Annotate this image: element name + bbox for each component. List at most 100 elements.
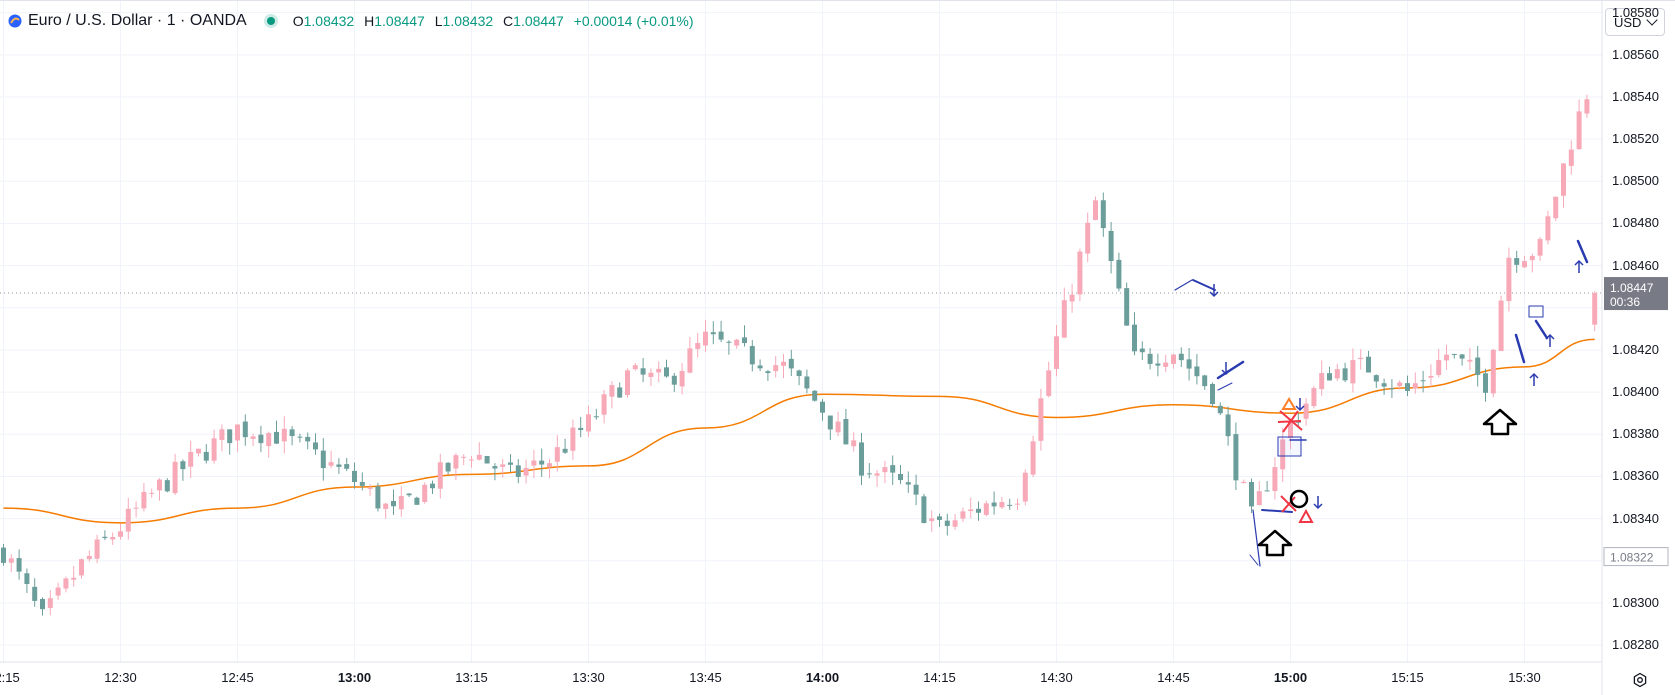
open-value: 1.08432 (303, 13, 355, 29)
candle-body (164, 480, 170, 492)
candle-body (94, 539, 100, 559)
cross-mark-icon[interactable] (1277, 410, 1303, 433)
arrow-up-icon[interactable] (1545, 333, 1555, 347)
candle-body (656, 368, 662, 373)
price-tick-label: 1.08580 (1612, 4, 1659, 20)
rectangle-drawing[interactable] (1277, 436, 1302, 457)
candle-body (1342, 368, 1348, 381)
candle-body (242, 421, 248, 438)
candle-body (1108, 230, 1114, 262)
price-tick-label: 1.08460 (1612, 257, 1659, 273)
candle-body (235, 424, 240, 441)
low-key: L (434, 13, 443, 29)
candle-body (227, 429, 233, 444)
candle-body (32, 586, 38, 601)
candle-body (383, 503, 389, 509)
symbol-title[interactable]: Euro / U.S. Dollar · 1 · OANDA (28, 12, 247, 29)
trend-line[interactable] (1576, 239, 1589, 264)
candle-body (1295, 421, 1301, 423)
ohlc-values: O1.08432 H1.08447 L1.08432 C1.08447 +0.0… (293, 13, 694, 29)
candle-body (1, 547, 6, 563)
candle-body (1537, 239, 1543, 256)
candle-body (453, 455, 459, 469)
trend-line[interactable] (1192, 279, 1216, 291)
candle-body (586, 414, 591, 432)
arrow-down-icon[interactable] (1221, 362, 1231, 376)
candle-body (274, 431, 279, 444)
candle-body (664, 367, 669, 377)
candle-body (804, 376, 810, 389)
candle-body (203, 451, 209, 461)
chart-settings-button[interactable] (1628, 668, 1652, 692)
time-tick-label: 14:00 (805, 670, 840, 685)
candle-body (313, 442, 318, 450)
candle-body (281, 428, 287, 442)
price-tick-label: 1.08400 (1612, 384, 1659, 400)
price-tick-label: 1.08520 (1612, 131, 1659, 147)
triangle-warning-icon[interactable] (1281, 397, 1297, 410)
candle-body (671, 375, 677, 385)
arrow-up-icon[interactable] (1529, 372, 1539, 386)
moving-average (3, 338, 1595, 524)
big-up-arrow-icon[interactable] (1482, 408, 1518, 436)
candle-body (1584, 99, 1590, 114)
candle-body (188, 451, 194, 467)
price-tick-label: 1.08480 (1612, 215, 1659, 231)
candle-body (1327, 373, 1332, 381)
candle-body (539, 460, 545, 465)
cross-mark-icon[interactable] (1280, 495, 1297, 513)
trend-line[interactable] (1249, 554, 1259, 566)
arrow-down-icon[interactable] (1209, 284, 1219, 298)
candle-body (968, 509, 974, 512)
candle-body (781, 361, 786, 366)
time-tick-label: 14:30 (1040, 670, 1073, 685)
trend-line[interactable] (1217, 382, 1233, 391)
trend-line[interactable] (1261, 509, 1293, 513)
candle-body (1576, 111, 1582, 150)
trend-line[interactable] (1216, 360, 1245, 380)
candle-body (827, 415, 833, 430)
candle-body (266, 433, 272, 447)
candle-body (515, 465, 521, 477)
candle-body (172, 461, 178, 494)
trend-line[interactable] (1252, 509, 1261, 567)
candle-body (742, 337, 747, 344)
candle-body (851, 440, 857, 447)
arrow-down-icon[interactable] (1295, 398, 1305, 412)
candle-body (679, 371, 685, 387)
trend-line[interactable] (1534, 319, 1549, 340)
candle-body (86, 555, 92, 560)
marker-price-badge (1603, 547, 1669, 567)
candle-body (952, 520, 958, 527)
candle-body (1124, 288, 1130, 326)
arrow-down-icon[interactable] (1313, 496, 1323, 510)
candle-body (890, 465, 896, 473)
circle-marker-icon[interactable] (1289, 489, 1309, 509)
currency-selector[interactable]: USD (1605, 8, 1665, 36)
candle-body (1186, 359, 1192, 369)
candle-body (749, 346, 755, 365)
candle-body (1249, 482, 1254, 507)
candle-body (211, 438, 217, 461)
big-up-arrow-icon[interactable] (1257, 529, 1293, 557)
candle-body (445, 462, 451, 472)
candle-body (1030, 441, 1036, 475)
price-tick-label: 1.08300 (1612, 594, 1659, 610)
arrow-up-icon[interactable] (1574, 259, 1584, 273)
currency-label: USD (1614, 14, 1642, 30)
price-tick-label: 1.08540 (1612, 88, 1659, 104)
candle-body (1264, 490, 1270, 492)
trend-line[interactable] (1174, 279, 1193, 291)
trend-line[interactable] (1514, 333, 1526, 364)
rectangle-drawing[interactable] (1528, 305, 1544, 318)
candle-body (944, 520, 950, 526)
candle-body (219, 429, 225, 440)
drawings[interactable] (1174, 239, 1589, 567)
candle-body (1147, 353, 1153, 364)
candle-body (882, 467, 888, 473)
candle-body (1522, 261, 1527, 268)
candle-body (648, 372, 654, 377)
triangle-warning-icon[interactable] (1298, 508, 1314, 523)
